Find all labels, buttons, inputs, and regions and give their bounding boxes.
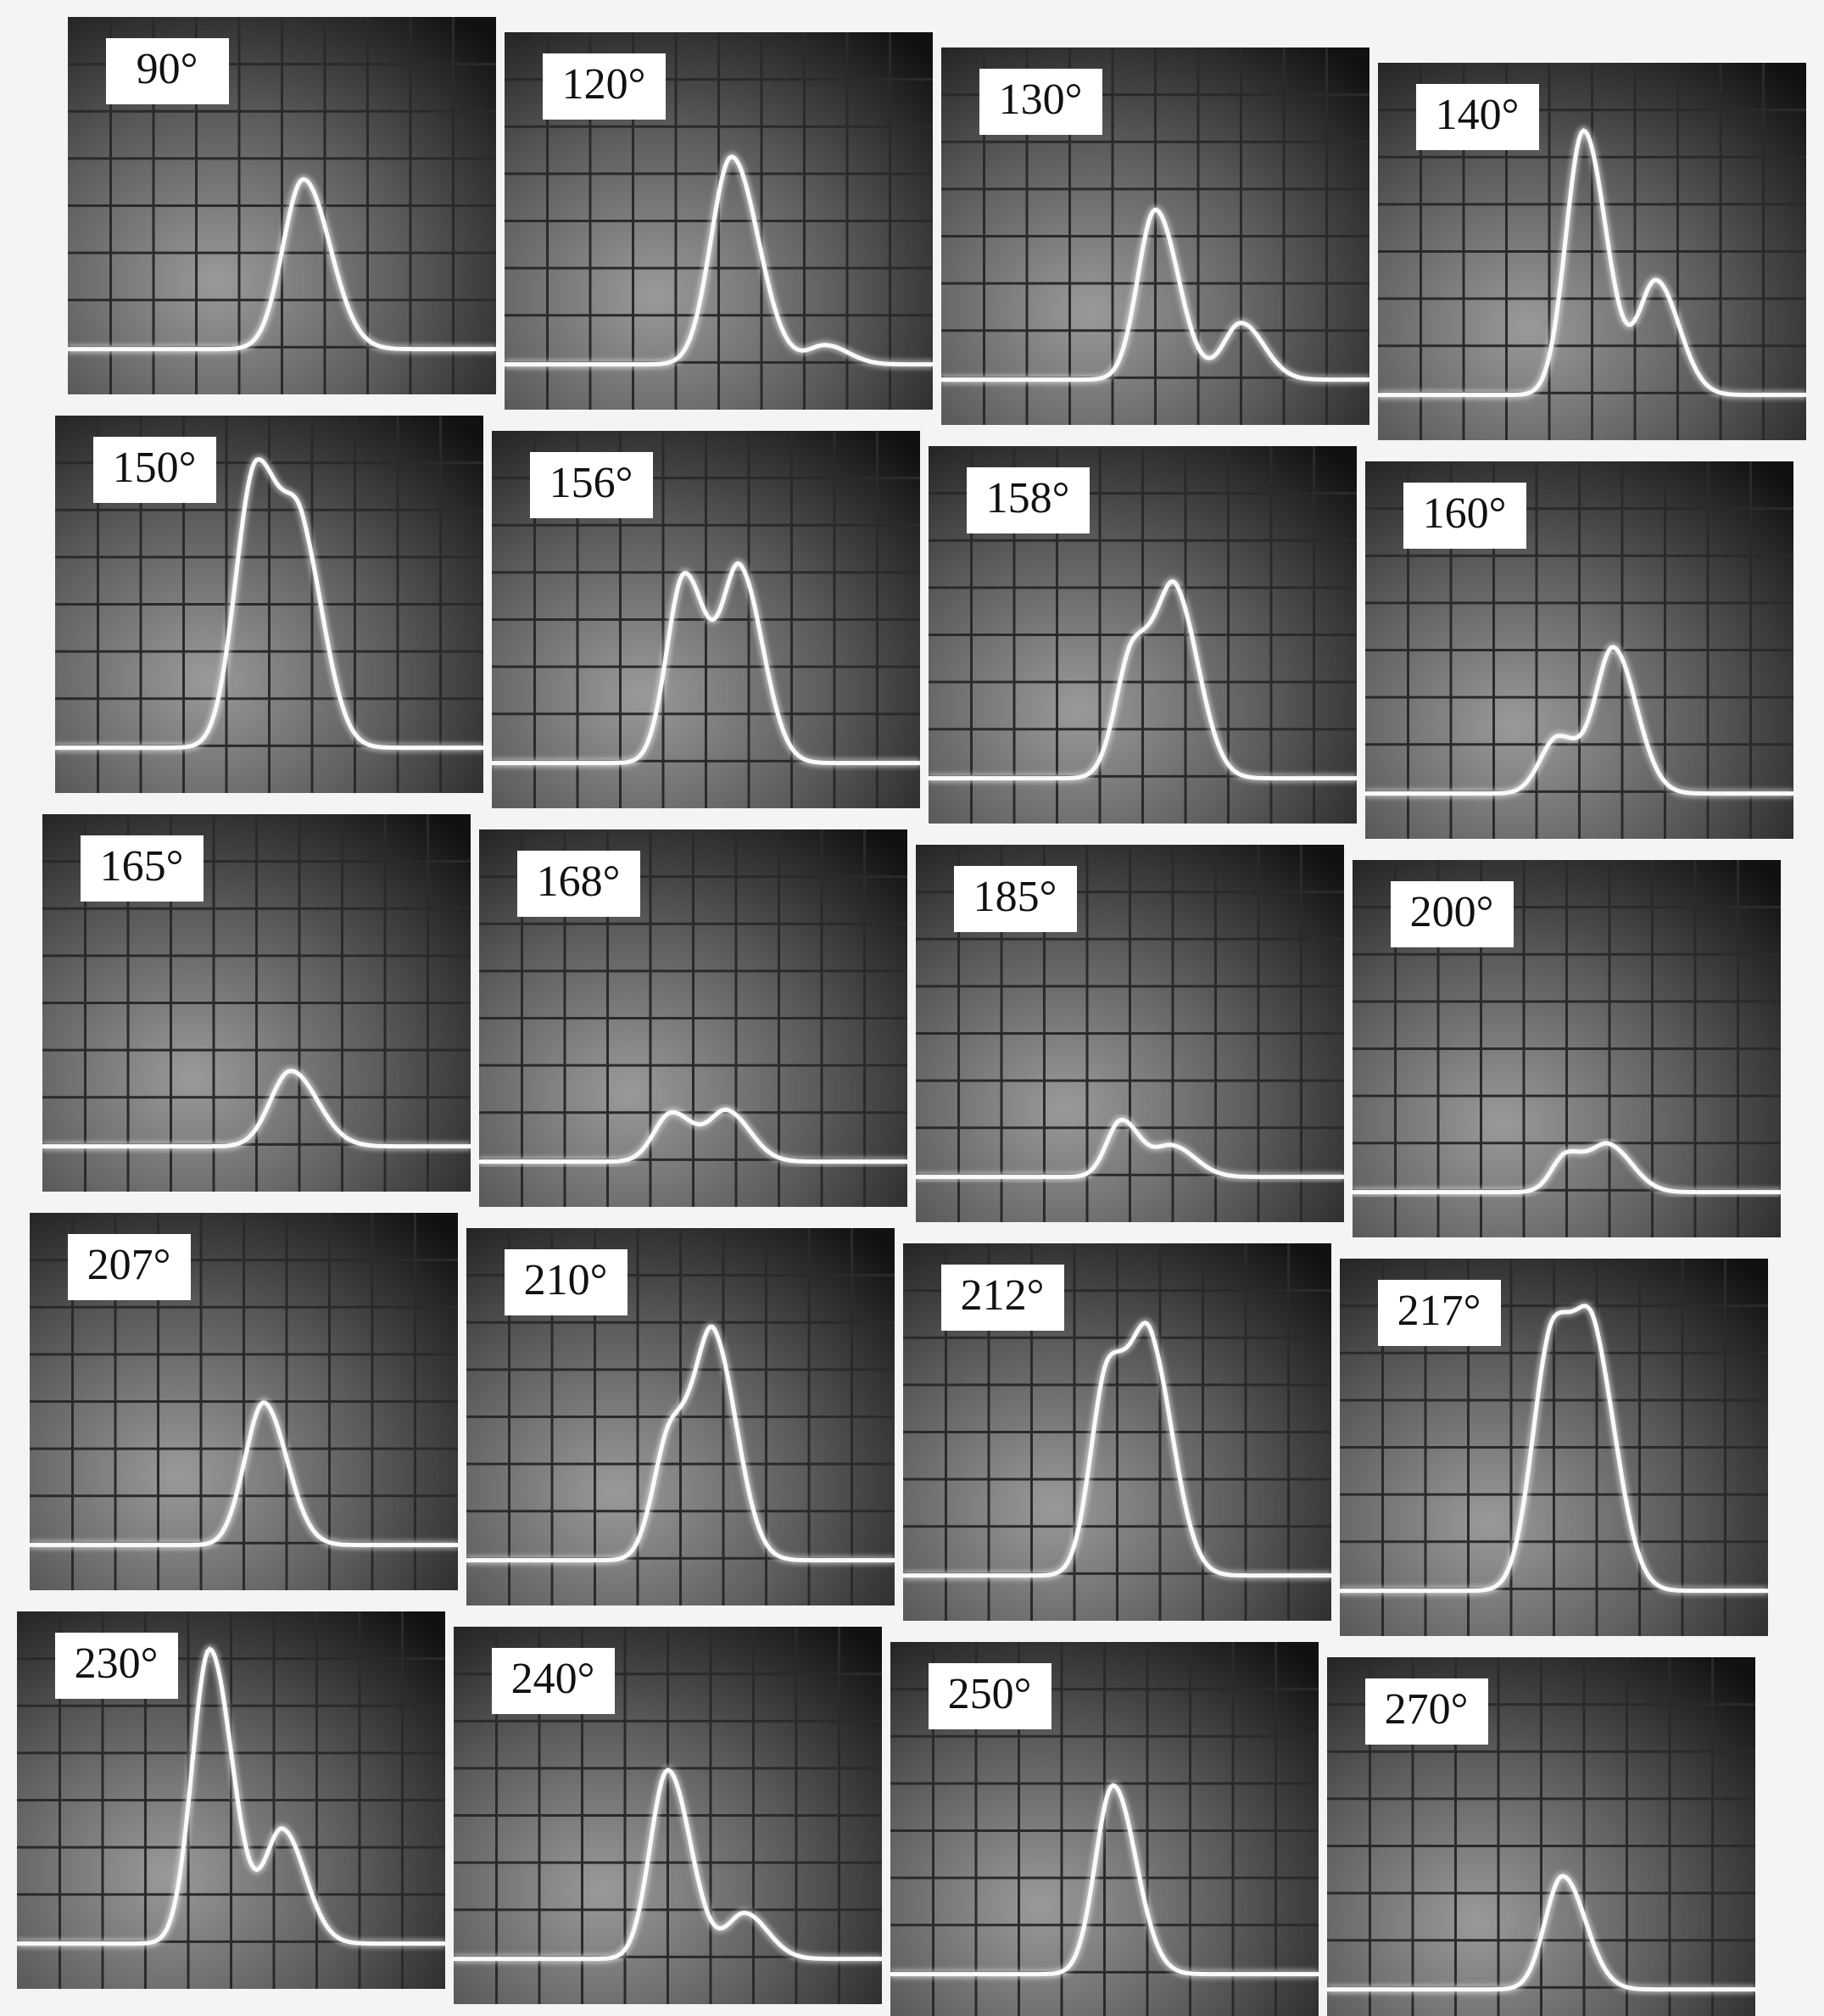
angle-label: 240° xyxy=(511,1655,595,1703)
panel: 130° xyxy=(941,47,1369,425)
panel: 230° xyxy=(17,1611,445,1989)
panel: 165° xyxy=(42,814,471,1192)
panel: 185° xyxy=(916,845,1344,1222)
panel: 140° xyxy=(1378,63,1806,440)
panel: 250° xyxy=(890,1642,1319,2016)
angle-label: 210° xyxy=(524,1256,608,1304)
panel: 150° xyxy=(55,416,483,793)
angle-label: 207° xyxy=(87,1241,171,1289)
panel: 200° xyxy=(1353,860,1781,1237)
angle-label: 200° xyxy=(1410,888,1494,936)
angle-label: 130° xyxy=(999,75,1083,124)
angle-label: 250° xyxy=(948,1670,1032,1718)
angle-label: 165° xyxy=(100,842,184,891)
angle-label: 230° xyxy=(75,1639,159,1688)
angle-label: 160° xyxy=(1423,489,1507,538)
panel: 240° xyxy=(454,1627,882,2004)
angle-label: 185° xyxy=(973,873,1057,921)
panel: 212° xyxy=(903,1243,1331,1621)
angle-label: 140° xyxy=(1436,91,1520,139)
angle-label: 90° xyxy=(137,45,198,93)
angle-label: 270° xyxy=(1385,1685,1469,1734)
angle-label: 120° xyxy=(562,60,646,109)
panel: 90° xyxy=(68,17,496,394)
panel: 168° xyxy=(479,829,907,1207)
angle-label: 150° xyxy=(113,444,197,492)
panel: 207° xyxy=(30,1213,458,1590)
figure: 90° 120° 130° 140° 150° 156° 158° 160° 165° 168° 1… xyxy=(0,0,1824,2016)
panel: 156° xyxy=(492,431,920,808)
angle-label: 168° xyxy=(537,857,621,906)
panel: 158° xyxy=(929,446,1357,824)
angle-label: 156° xyxy=(549,459,633,507)
angle-label: 158° xyxy=(986,474,1070,522)
panel: 210° xyxy=(466,1228,895,1606)
panel: 160° xyxy=(1365,461,1793,839)
panel: 217° xyxy=(1340,1259,1768,1636)
angle-label: 212° xyxy=(961,1271,1045,1320)
panel: 270° xyxy=(1327,1657,1755,2016)
angle-label: 217° xyxy=(1397,1287,1481,1335)
panel: 120° xyxy=(505,32,933,410)
